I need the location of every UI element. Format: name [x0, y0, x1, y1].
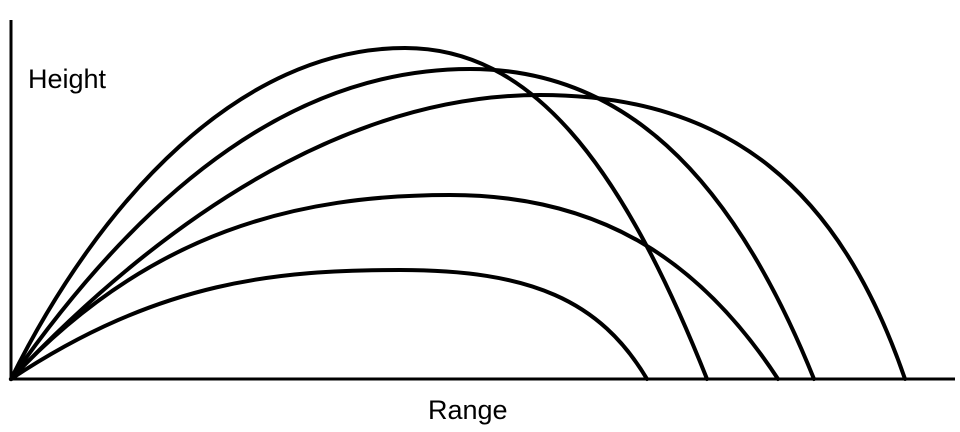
x-axis-label: Range — [428, 397, 508, 424]
y-axis-label: Height — [28, 66, 106, 93]
trajectory-high — [11, 69, 814, 379]
trajectory-medium — [11, 95, 905, 379]
trajectory-low — [11, 195, 778, 379]
